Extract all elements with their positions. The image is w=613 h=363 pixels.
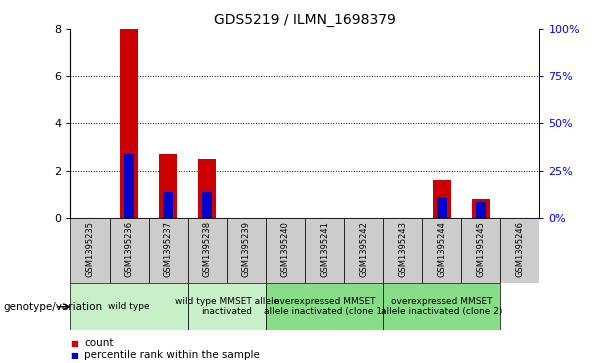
Bar: [476, 203, 485, 218]
Text: overexpressed MMSET
allele inactivated (clone 1): overexpressed MMSET allele inactivated (…: [264, 297, 385, 317]
Bar: [422, 218, 462, 283]
Text: genotype/variation: genotype/variation: [3, 302, 102, 312]
Text: GSM1395243: GSM1395243: [398, 221, 407, 277]
Bar: [159, 154, 177, 218]
Bar: [110, 218, 149, 283]
Text: ■: ■: [70, 351, 78, 359]
Bar: [437, 196, 447, 218]
Bar: [266, 283, 383, 330]
Text: GSM1395238: GSM1395238: [203, 221, 211, 277]
Bar: [383, 283, 500, 330]
Bar: [70, 218, 110, 283]
Text: GSM1395239: GSM1395239: [242, 221, 251, 277]
Bar: [120, 29, 138, 218]
Text: GSM1395240: GSM1395240: [281, 221, 290, 277]
Title: GDS5219 / ILMN_1698379: GDS5219 / ILMN_1698379: [214, 13, 396, 26]
Text: GSM1395245: GSM1395245: [476, 221, 485, 277]
Text: ■: ■: [70, 339, 78, 347]
Bar: [344, 218, 383, 283]
Text: GSM1395242: GSM1395242: [359, 221, 368, 277]
Text: GSM1395237: GSM1395237: [164, 221, 173, 277]
Bar: [266, 218, 305, 283]
Bar: [227, 218, 266, 283]
Bar: [305, 218, 344, 283]
Text: count: count: [84, 338, 113, 348]
Bar: [199, 159, 216, 218]
Bar: [149, 218, 188, 283]
Bar: [383, 218, 422, 283]
Text: wild type MMSET allele
inactivated: wild type MMSET allele inactivated: [175, 297, 279, 317]
Text: percentile rank within the sample: percentile rank within the sample: [84, 350, 260, 360]
Text: GSM1395246: GSM1395246: [516, 221, 524, 277]
Text: wild type: wild type: [109, 302, 150, 311]
Bar: [472, 199, 490, 218]
Text: GSM1395244: GSM1395244: [437, 221, 446, 277]
Bar: [500, 218, 539, 283]
Bar: [462, 218, 500, 283]
Text: GSM1395241: GSM1395241: [320, 221, 329, 277]
Bar: [188, 283, 266, 330]
Bar: [124, 154, 134, 218]
Bar: [163, 192, 173, 218]
Text: GSM1395235: GSM1395235: [86, 221, 94, 277]
Bar: [202, 192, 212, 218]
Text: GSM1395236: GSM1395236: [124, 221, 134, 277]
Bar: [433, 180, 451, 218]
Bar: [188, 218, 227, 283]
Bar: [70, 283, 188, 330]
Text: overexpressed MMSET
allele inactivated (clone 2): overexpressed MMSET allele inactivated (…: [381, 297, 503, 317]
